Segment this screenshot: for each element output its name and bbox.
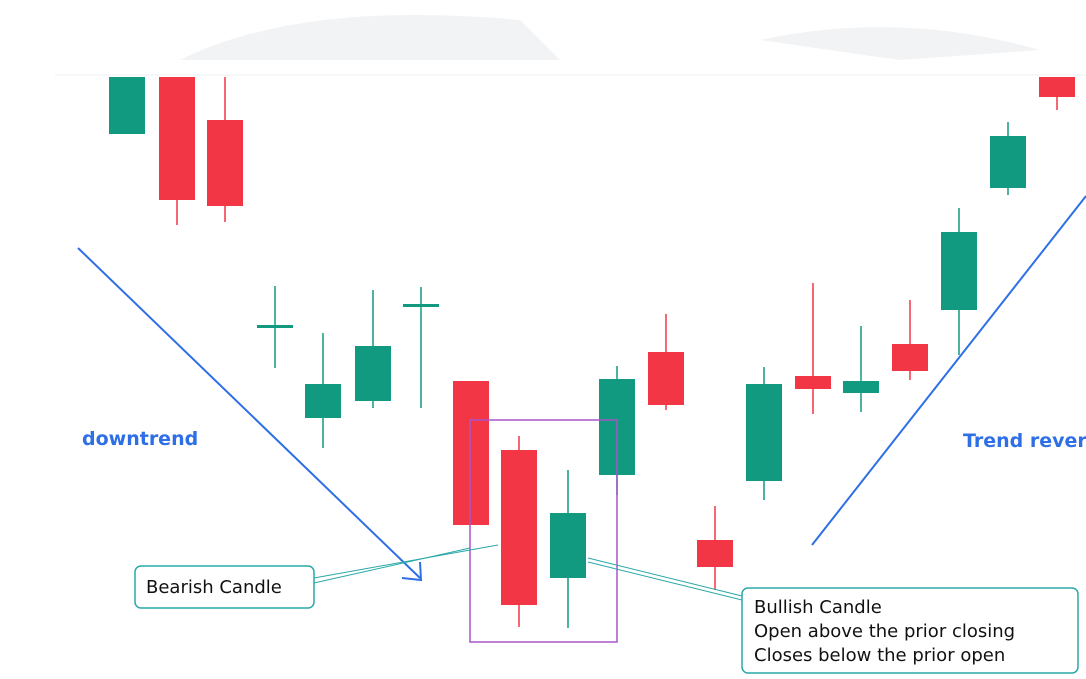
- candle-body: [257, 325, 293, 328]
- callout-pointer: [313, 544, 499, 579]
- candle-body: [892, 344, 928, 371]
- arrow-head: [401, 561, 423, 582]
- candle-body: [795, 376, 831, 389]
- candle-body: [843, 381, 879, 393]
- bullish-callout-line: Bullish Candle: [754, 597, 882, 618]
- candles: [109, 77, 1075, 628]
- bearish-callout-text: Bearish Candle: [146, 577, 282, 598]
- candle-body: [697, 540, 733, 567]
- callout-pointer: [587, 561, 743, 601]
- candle-body: [453, 381, 489, 525]
- callout-pointer: [313, 547, 471, 584]
- map-watermark: [180, 15, 1040, 60]
- candle-body: [305, 384, 341, 418]
- bullish-callout-line: Open above the prior closing: [754, 621, 1015, 642]
- callout-pointer: [587, 557, 743, 597]
- candle-body: [109, 77, 145, 134]
- candle-body: [550, 513, 586, 578]
- downtrend-label: downtrend: [82, 428, 198, 450]
- candle-body: [941, 232, 977, 310]
- candle-body: [990, 136, 1026, 188]
- candle-body: [1039, 77, 1075, 97]
- uptrend-line: [811, 195, 1086, 546]
- downtrend-line: [77, 247, 421, 579]
- bullish-callout: [741, 587, 1079, 674]
- candle-body: [648, 352, 684, 405]
- reversal-label: Trend rever: [963, 430, 1086, 452]
- bearish-callout: [134, 565, 315, 609]
- bullish-callout-line: Closes below the prior open: [754, 645, 1005, 666]
- candle-body: [207, 120, 243, 206]
- candle-body: [746, 384, 782, 481]
- candle-body: [355, 346, 391, 401]
- candle-body: [501, 450, 537, 605]
- candle-body: [159, 77, 195, 200]
- highlight-box: [469, 419, 618, 643]
- candle-body: [403, 304, 439, 307]
